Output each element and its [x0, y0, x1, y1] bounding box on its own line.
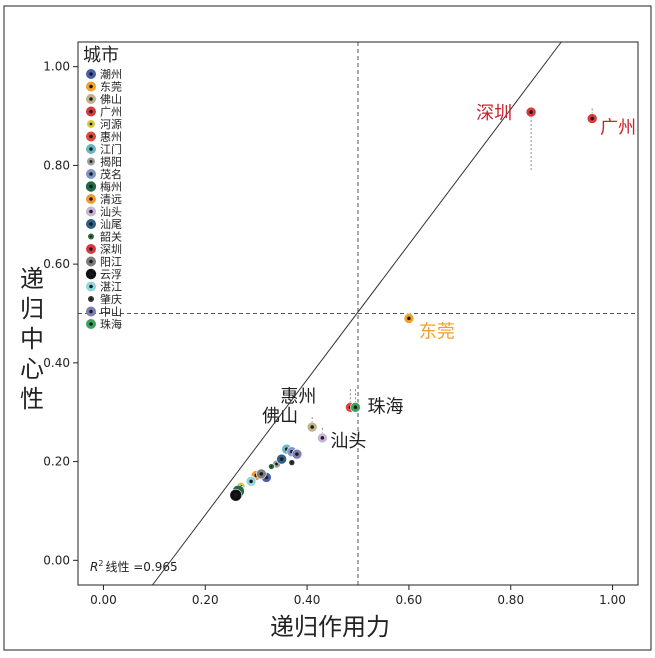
y-tick-label: 0.40: [43, 356, 70, 370]
legend-swatch-center: [89, 247, 93, 251]
x-tick-label: 0.20: [192, 593, 219, 607]
x-tick-label: 1.00: [599, 593, 626, 607]
point-label: 珠海: [367, 396, 403, 417]
legend-swatch-center: [89, 147, 93, 151]
legend-entry: 惠州: [100, 130, 122, 144]
plot-area: [77, 41, 639, 586]
data-point-center: [275, 462, 278, 466]
legend-entry: 云浮: [100, 268, 122, 281]
legend-entry: 深圳: [100, 243, 122, 256]
legend-entry: 韶关: [100, 230, 122, 244]
y-axis-label-char: 中: [20, 325, 44, 353]
point-label: 东莞: [419, 321, 455, 342]
legend-swatch-center: [89, 272, 93, 276]
fit-line: [152, 41, 562, 586]
legend-entry: 湛江: [100, 281, 122, 294]
legend-swatch-center: [89, 109, 93, 114]
x-tick-label: 0.00: [90, 593, 117, 607]
legend-swatch-center: [89, 197, 93, 201]
legend-swatch-center: [89, 184, 93, 189]
r2-annotation: R2 线性 =0.965: [90, 559, 178, 574]
legend-swatch-center: [89, 84, 93, 89]
legend-entry: 东莞: [100, 81, 122, 94]
legend-swatch-center: [89, 259, 93, 264]
legend-entry: 中山: [100, 306, 122, 319]
legend-swatch-center: [89, 222, 93, 226]
legend-swatch-center: [89, 172, 93, 176]
legend-swatch-center: [89, 122, 93, 126]
x-tick-label: 0.40: [294, 593, 321, 607]
data-point-center: [353, 405, 358, 410]
legend-entry: 河源: [100, 117, 122, 131]
legend-entry: 茂名: [100, 167, 122, 181]
legend-entry: 阳江: [100, 256, 122, 269]
data-point-center: [590, 116, 594, 121]
data-point-center: [233, 493, 238, 498]
legend-entry: 肇庆: [100, 292, 122, 306]
y-tick-label: 0.80: [43, 158, 70, 172]
point-label: 佛山: [262, 406, 298, 427]
legend-entry: 珠海: [100, 317, 122, 331]
point-label: 广州: [600, 118, 636, 139]
data-point-center: [290, 461, 293, 464]
legend-title: 城市: [83, 45, 119, 66]
legend-swatch-center: [89, 297, 93, 301]
legend-swatch-center: [89, 160, 93, 163]
legend-entry: 佛山: [100, 93, 122, 106]
data-point-center: [270, 465, 273, 468]
legend-entry: 汕尾: [100, 218, 122, 231]
data-point-center: [295, 452, 299, 456]
data-point-center: [279, 457, 284, 461]
y-tick-label: 1.00: [43, 60, 70, 74]
legend-swatch-center: [89, 235, 93, 238]
data-point-center: [529, 110, 533, 114]
legend-entry: 清远: [100, 193, 122, 206]
legend-entry: 江门: [100, 142, 122, 156]
outer-frame: [3, 5, 652, 651]
point-label: 汕头: [330, 431, 366, 452]
data-point-center: [249, 479, 253, 484]
data-point-center: [320, 436, 325, 440]
point-label: 深圳: [476, 103, 512, 124]
y-axis-label-char: 递: [20, 265, 44, 293]
y-axis-label-char: 归: [20, 295, 44, 323]
legend-swatch-center: [89, 209, 93, 214]
y-tick-label: 0.00: [43, 553, 70, 567]
y-axis-label-char: 性: [20, 385, 44, 413]
legend-entry: 广州: [100, 106, 122, 119]
point-label: 惠州: [280, 386, 316, 407]
data-point-center: [259, 472, 264, 476]
y-axis-label-char: 心: [20, 355, 44, 383]
legend-entry: 潮州: [100, 67, 122, 81]
data-point-center: [310, 425, 314, 429]
legend-entry: 梅州: [100, 180, 122, 194]
legend-swatch-center: [89, 322, 93, 326]
x-tick-label: 0.80: [497, 593, 524, 607]
legend-swatch-center: [89, 97, 93, 101]
data-point-center: [407, 316, 411, 321]
legend-swatch-center: [89, 309, 93, 314]
legend-entry: 汕头: [100, 206, 122, 219]
x-tick-label: 0.60: [396, 593, 423, 607]
legend-swatch-center: [89, 72, 93, 76]
x-axis-label: 递归作用力: [270, 613, 390, 641]
y-tick-label: 0.20: [43, 455, 70, 469]
legend-swatch-center: [89, 134, 93, 139]
legend-swatch-center: [89, 284, 93, 289]
legend-entry: 揭阳: [100, 155, 122, 169]
y-tick-label: 0.60: [43, 257, 70, 271]
